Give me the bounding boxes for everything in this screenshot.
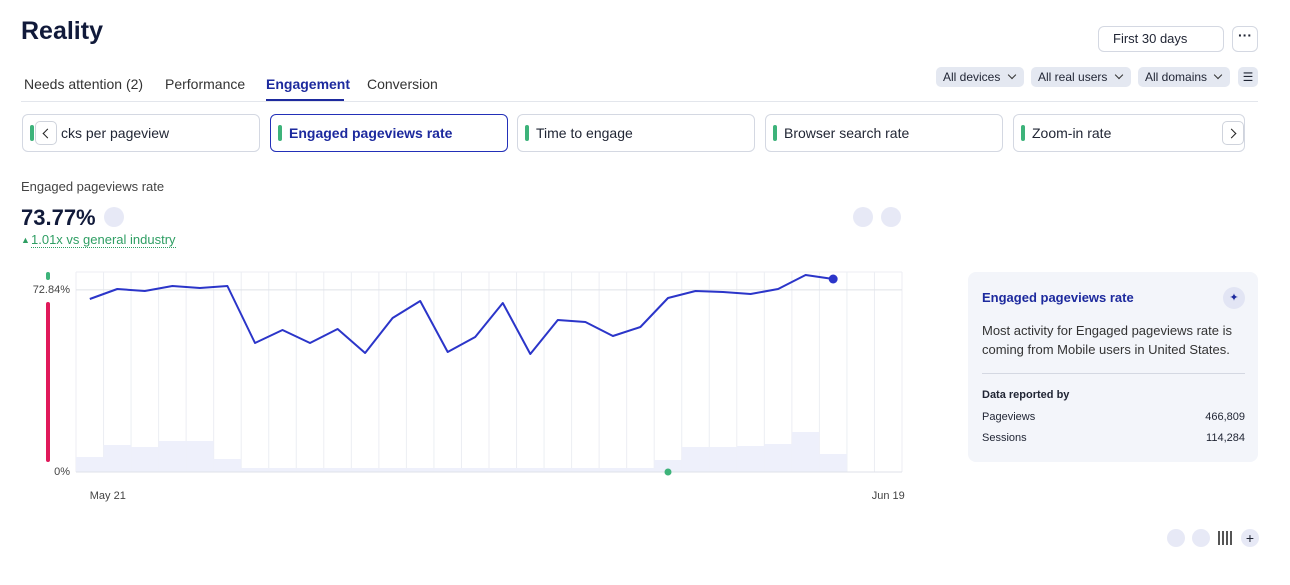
scroll-left[interactable] [35, 121, 57, 145]
volume-bar [406, 468, 434, 472]
metric-comparison: 1.01x vs general industry [31, 232, 176, 248]
metric-card-active[interactable]: Engaged pageviews rate [270, 114, 508, 152]
last-point [828, 274, 838, 284]
volume-bar [103, 445, 132, 472]
volume-bar [213, 459, 242, 472]
volume-bar [571, 468, 600, 472]
metric-card[interactable]: Time to engage [517, 114, 755, 152]
volume-bar [764, 444, 792, 472]
filter[interactable]: All real users [1031, 67, 1131, 87]
line [89, 274, 834, 355]
row-label: Pageviews [982, 411, 1036, 423]
refresh-button[interactable] [1192, 529, 1210, 547]
panel-text: Most activity for Engaged pageviews rate… [982, 323, 1233, 357]
page-title: Reality [21, 17, 103, 45]
volume-bar [819, 454, 847, 472]
tab-underline [266, 99, 344, 101]
metric-card[interactable]: cks per pageview [22, 114, 260, 152]
more-button[interactable]: ··· [1232, 26, 1258, 52]
volume-bar [544, 468, 572, 472]
volume-bar [378, 468, 407, 472]
volume-bar [131, 447, 159, 472]
chart: 0% 72.84% May 21 Jun 19 [33, 271, 905, 502]
collapse-button[interactable] [881, 207, 901, 227]
scroll-right[interactable] [1222, 121, 1244, 145]
trend-arrow: ▲ [21, 235, 30, 245]
volume-bar [268, 468, 297, 472]
date-range-button[interactable]: First 30 days [1098, 26, 1224, 52]
metric-card[interactable]: Zoom-in rate [1013, 114, 1245, 152]
volume-bar [709, 447, 737, 472]
range-dot [46, 272, 50, 280]
event-marker [664, 468, 672, 476]
divider [21, 101, 1258, 102]
compare-button[interactable] [853, 207, 873, 227]
row-label: Sessions [982, 432, 1027, 444]
tab-active[interactable]: Engagement [266, 76, 351, 92]
y-tick-label: 0% [54, 466, 70, 478]
volume-bar [516, 468, 545, 472]
volume-bar [791, 432, 820, 472]
volume-bar [736, 446, 765, 472]
tab[interactable]: Conversion [367, 76, 438, 92]
x-tick-label: Jun 19 [872, 490, 905, 502]
volume-bar [626, 468, 655, 472]
volume-bar [489, 468, 517, 472]
tab[interactable]: Performance [165, 76, 246, 92]
y-tick-label: 72.84% [33, 284, 71, 296]
filter[interactable]: All devices [936, 67, 1024, 87]
panel-section: Data reported by [982, 389, 1070, 401]
x-tick-label: May 21 [90, 490, 126, 502]
metric-value: 73.77% [21, 205, 96, 230]
zoom-button[interactable] [1167, 529, 1185, 547]
volume-bar [681, 447, 710, 472]
volume-bar [461, 468, 489, 472]
alert-button[interactable] [104, 207, 124, 227]
volume-bar [351, 468, 379, 472]
ai-icon[interactable]: ✦ [1223, 287, 1245, 309]
volume-bar [433, 468, 462, 472]
panel-title: Engaged pageviews rate [982, 290, 1134, 305]
row-value: 466,809 [1205, 411, 1245, 423]
volume-bar [599, 468, 627, 472]
volume-bar [158, 441, 187, 472]
columns-button[interactable] [1218, 531, 1232, 545]
volume-bar [241, 468, 269, 472]
panel-divider [982, 373, 1245, 374]
tab[interactable]: Needs attention (2) [24, 76, 144, 92]
metric-card[interactable]: Browser search rate [765, 114, 1003, 152]
row-value: 114,284 [1206, 432, 1245, 444]
insight-panel: Engaged pageviews rate ✦ Most activity f… [968, 272, 1258, 462]
add-button[interactable]: + [1241, 529, 1259, 547]
volume-bar [654, 460, 682, 472]
volume-bar [323, 468, 352, 472]
volume-bar [76, 457, 104, 472]
settings-button[interactable]: ☰ [1238, 67, 1258, 87]
range-indicator [46, 302, 50, 462]
filter[interactable]: All domains [1138, 67, 1230, 87]
metric-name: Engaged pageviews rate [21, 179, 165, 194]
volume-bar [296, 468, 324, 472]
volume-bar [186, 441, 214, 472]
